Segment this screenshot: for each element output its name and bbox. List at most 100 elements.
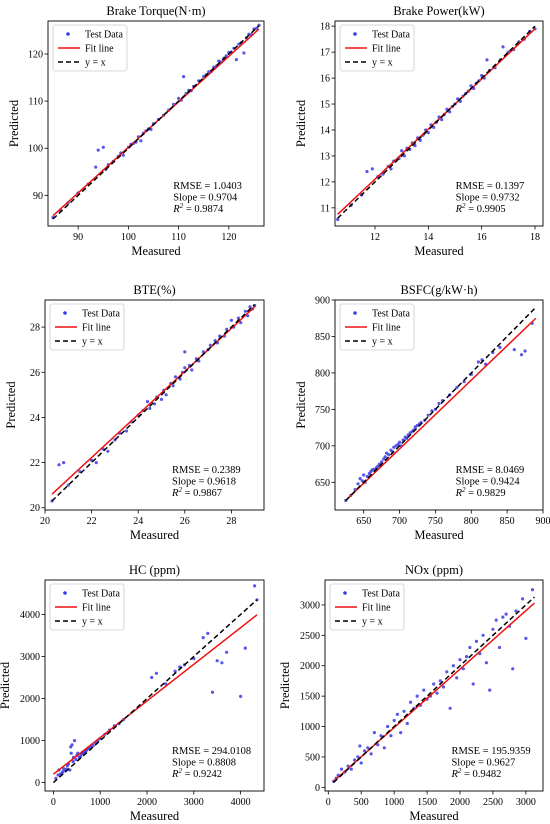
axes-frame <box>324 579 544 792</box>
data-point <box>358 744 362 748</box>
data-point <box>376 743 380 747</box>
data-point <box>215 659 219 663</box>
legend: Test Data Fit line y = x <box>49 583 125 631</box>
axes-frame <box>44 579 265 792</box>
legend-label-test-data: Test Data <box>372 30 410 41</box>
x-tick-label: 22 <box>87 516 97 527</box>
data-point <box>239 321 243 325</box>
y-tick-label: 2000 <box>300 661 320 672</box>
data-point <box>465 655 469 659</box>
legend-label-identity: y = x <box>82 337 103 348</box>
data-point <box>445 670 449 674</box>
data-point <box>379 734 383 738</box>
x-axis-label: Measured <box>414 244 464 258</box>
stat-rmse: RMSE = 294.0108 <box>172 746 251 757</box>
r2-value: = 0.9829 <box>466 488 506 499</box>
x-tick-label: 4000 <box>231 797 251 808</box>
x-tick-label: 850 <box>500 516 515 527</box>
r2-symbol: R <box>450 769 458 780</box>
data-point <box>415 694 419 698</box>
data-point <box>440 118 444 122</box>
data-point <box>101 145 105 149</box>
data-point <box>243 309 247 313</box>
y-tick-label: 15 <box>320 100 330 111</box>
legend-points-marker <box>343 591 347 595</box>
data-point <box>124 429 129 433</box>
x-tick-label: 3000 <box>516 797 536 808</box>
legend-points-marker <box>63 311 67 315</box>
identity-line <box>52 25 260 220</box>
x-tick-label: 90 <box>73 232 83 243</box>
data-point <box>171 384 175 388</box>
data-point <box>448 706 452 710</box>
data-point <box>383 455 387 459</box>
data-point <box>182 75 186 79</box>
r2-superscript: 2 <box>462 486 466 494</box>
stat-r2: R2 = 0.9829 <box>455 486 506 499</box>
identity-line <box>337 25 536 219</box>
data-point <box>501 615 505 619</box>
fit-line <box>345 317 537 502</box>
data-point <box>451 664 455 668</box>
x-axis-label: Measured <box>409 809 459 823</box>
y-tick-label: 24 <box>30 413 40 424</box>
legend-label-test-data: Test Data <box>82 589 120 600</box>
y-axis-label: Predicted <box>294 381 308 429</box>
data-point <box>405 721 409 726</box>
data-point <box>458 658 462 662</box>
data-point <box>437 401 441 406</box>
x-tick-label: 900 <box>536 516 550 527</box>
data-point <box>413 144 417 148</box>
y-tick-label: 12 <box>320 177 330 188</box>
legend-label-identity: y = x <box>362 617 383 628</box>
data-point <box>190 368 194 372</box>
y-axis-label: Predicted <box>278 661 292 709</box>
r2-value: = 0.9867 <box>182 488 222 499</box>
y-tick-label: 1000 <box>20 736 40 747</box>
stat-r2: R2 = 0.9874 <box>172 202 224 215</box>
data-point <box>356 755 360 759</box>
data-point <box>242 51 246 55</box>
data-point <box>145 400 150 404</box>
y-tick-label: 2000 <box>20 694 40 705</box>
y-tick-label: 17 <box>320 48 330 59</box>
data-point <box>455 385 459 390</box>
chart-title: Brake Power(kW) <box>393 4 484 18</box>
y-tick-label: 3000 <box>20 652 40 663</box>
data-point <box>173 375 178 379</box>
data-point <box>152 402 157 406</box>
data-point <box>395 712 399 717</box>
data-point <box>432 125 436 129</box>
r2-value: = 0.9242 <box>182 769 222 780</box>
data-point <box>362 473 366 477</box>
legend-box <box>339 303 415 351</box>
data-point <box>206 631 210 636</box>
stat-rmse: RMSE = 1.0403 <box>173 181 242 192</box>
y-tick-label: 20 <box>30 503 40 514</box>
data-point <box>511 667 515 671</box>
axes-frame <box>47 20 265 227</box>
legend-label-test-data: Test Data <box>85 30 123 41</box>
legend-points-marker <box>63 591 67 595</box>
data-point <box>69 751 73 755</box>
data-point <box>148 406 152 410</box>
stat-rmse: RMSE = 195.9359 <box>451 746 530 757</box>
data-point <box>461 667 465 671</box>
data-point <box>74 757 78 762</box>
r2-value: = 0.9482 <box>461 769 501 780</box>
data-point <box>121 153 125 157</box>
data-point <box>366 746 370 750</box>
legend-label-fit-line: Fit line <box>82 603 111 614</box>
data-point <box>243 646 247 650</box>
data-point <box>514 609 518 613</box>
data-point <box>177 96 181 100</box>
stat-slope: Slope = 0.9627 <box>451 758 515 769</box>
legend-label-fit-line: Fit line <box>85 44 114 55</box>
x-tick-label: 26 <box>180 516 190 527</box>
data-point <box>441 685 446 689</box>
data-point <box>471 682 475 686</box>
data-point <box>356 482 360 486</box>
data-point <box>409 700 413 704</box>
fit-line <box>52 28 260 217</box>
